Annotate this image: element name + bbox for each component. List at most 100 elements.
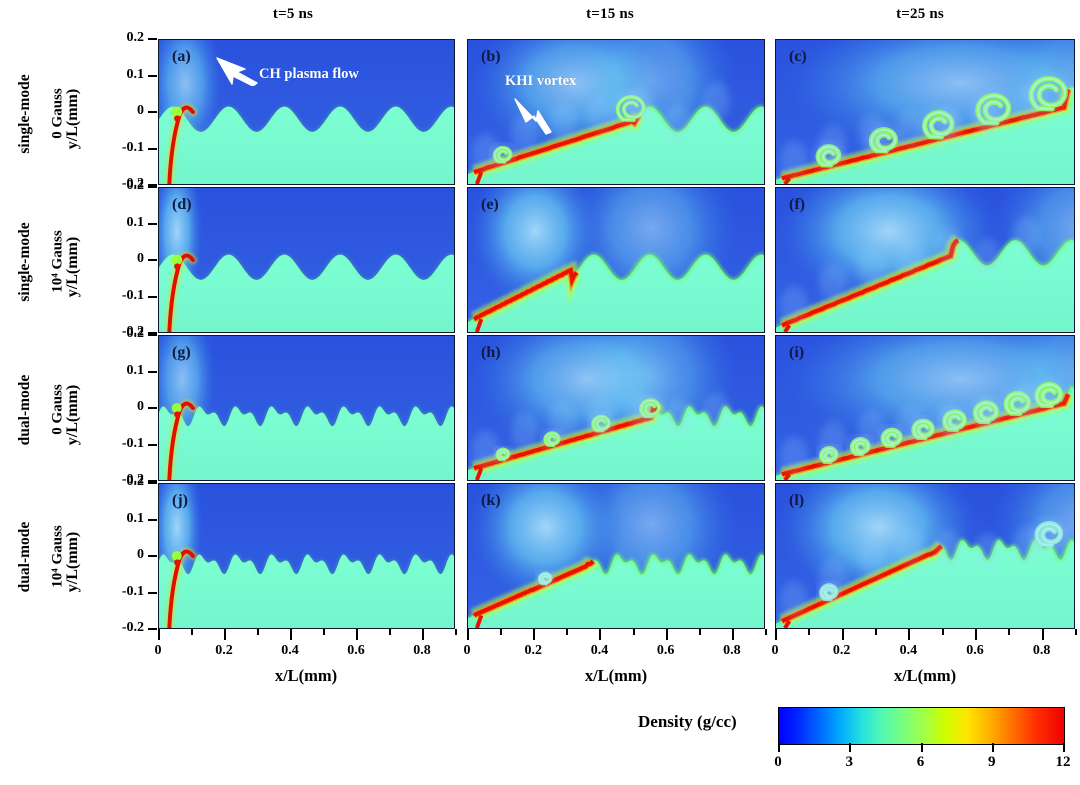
colorbar-gradient [778, 707, 1065, 745]
y-tick-label: 0.1 [126, 214, 145, 230]
colorbar-tick-label: 6 [916, 754, 925, 770]
panel-k [467, 483, 765, 629]
x-tick-label: 0 [771, 643, 779, 658]
x-tick-label: 0.2 [524, 643, 542, 658]
colorbar-tick-label: 9 [988, 754, 996, 770]
y-tick-label: 0.2 [126, 178, 145, 193]
panel-b [467, 39, 765, 185]
panel-l [775, 483, 1075, 629]
y-tick-label: 0.2 [126, 326, 145, 341]
row-label-mode-2: dual-mode [16, 374, 33, 446]
panel-label-g: (g) [172, 344, 191, 361]
colorbar-title: Density (g/cc) [638, 712, 737, 731]
x-minor-tick-mark [1008, 629, 1011, 635]
panel-label-i: (i) [789, 344, 805, 361]
panel-label-b: (b) [481, 48, 501, 65]
y-tick-mark [148, 555, 157, 557]
x-tick-label: 0.2 [215, 643, 233, 658]
y-tick-label: -0.1 [121, 435, 144, 451]
x-tick-mark [356, 629, 358, 640]
x-tick-mark [841, 629, 844, 640]
panel-e [467, 187, 765, 333]
y-tick-mark [148, 518, 157, 521]
y-tick-label: 0 [137, 547, 144, 562]
x-tick-label: 0.8 [413, 643, 431, 658]
x-tick-mark [422, 629, 424, 640]
colorbar-tick-mark [778, 743, 780, 752]
y-tick-label: -0.1 [121, 139, 144, 155]
x-tick-mark [533, 629, 536, 640]
panel-a [158, 39, 455, 185]
y-tick-mark [148, 147, 157, 150]
y-tick-mark [148, 295, 157, 298]
y-tick-mark [148, 482, 157, 484]
y-tick-mark [148, 74, 157, 77]
x-minor-tick-mark [1075, 629, 1077, 635]
colorbar-tick-label: 12 [1055, 754, 1071, 770]
y-tick-label: 0.1 [126, 510, 145, 526]
y-tick-mark [148, 334, 157, 336]
y-tick-label: -0.2 [121, 324, 144, 339]
x-minor-tick-mark [455, 629, 457, 635]
y-tick-mark [148, 332, 157, 334]
x-tick-mark [599, 629, 602, 640]
x-tick-label: 0.6 [347, 643, 365, 658]
x-minor-tick-mark [191, 629, 193, 635]
x-axis-title-col0: x/L(mm) [274, 666, 338, 685]
row-label-mode-1: single-mode [16, 222, 33, 302]
y-axis-title-row2: y/L(mm) [64, 384, 81, 446]
x-tick-mark [665, 629, 668, 640]
x-axis-title-col1: x/L(mm) [584, 666, 648, 685]
y-tick-label: 0 [137, 103, 144, 118]
y-tick-label: 0.2 [126, 474, 145, 489]
y-tick-mark [148, 480, 157, 482]
panel-f [775, 187, 1075, 333]
y-axis-title-row1: y/L(mm) [64, 236, 81, 298]
x-axis-col0: 0 0.2 0.4 0.6 0.8 [155, 629, 457, 658]
y-tick-mark [148, 184, 157, 186]
x-minor-tick-mark [323, 629, 325, 635]
y-axis-title-row0: y/L(mm) [64, 88, 81, 150]
x-tick-label: 0.6 [656, 643, 675, 658]
x-tick-label: 0.8 [723, 643, 741, 658]
x-minor-tick-mark [765, 629, 767, 635]
x-axis-title-col2: x/L(mm) [893, 666, 957, 685]
y-tick-label: 0.1 [126, 66, 145, 82]
panel-i [775, 335, 1075, 481]
panel-label-c: (c) [789, 48, 807, 65]
x-tick-label: 0.4 [590, 643, 609, 658]
y-tick-mark [148, 111, 157, 113]
x-tick-label: 0 [463, 643, 471, 658]
y-tick-mark [148, 259, 157, 261]
x-minor-tick-mark [500, 629, 503, 635]
x-tick-label: 0.6 [966, 643, 984, 658]
x-minor-tick-mark [698, 629, 701, 635]
panel-label-h: (h) [481, 344, 501, 361]
x-tick-mark [467, 629, 469, 640]
x-tick-mark [158, 629, 160, 640]
y-tick-label: 0.2 [126, 30, 145, 45]
y-tick-label: 0 [137, 251, 144, 266]
ch-plasma-flow-arrow-icon [216, 57, 258, 86]
x-tick-label: 0 [154, 643, 162, 658]
panel-g [158, 335, 455, 481]
y-tick-mark [148, 222, 157, 225]
column-header-t25: t=25 ns [896, 6, 944, 22]
panel-label-k: (k) [481, 492, 501, 509]
x-axis-col2: 0 0.2 0.4 0.6 0.8 [772, 629, 1077, 658]
x-tick-mark [775, 629, 777, 640]
colorbar-tick-label: 3 [845, 754, 854, 770]
y-tick-mark [148, 186, 157, 188]
y-tick-label: -0.1 [121, 583, 144, 599]
colorbar-tick-label: 0 [774, 754, 782, 770]
x-minor-tick-mark [389, 629, 391, 635]
y-tick-mark [148, 407, 157, 409]
x-tick-label: 0.2 [832, 643, 851, 658]
y-tick-mark [148, 591, 157, 594]
colorbar-tick-mark [1063, 743, 1065, 752]
x-axis-col1: 0 0.2 0.4 0.6 0.8 [464, 629, 767, 658]
y-tick-label: 0 [137, 399, 144, 414]
panel-label-e: (e) [481, 196, 499, 213]
x-tick-label: 0.4 [281, 643, 299, 658]
colorbar-tick-mark [849, 743, 852, 752]
